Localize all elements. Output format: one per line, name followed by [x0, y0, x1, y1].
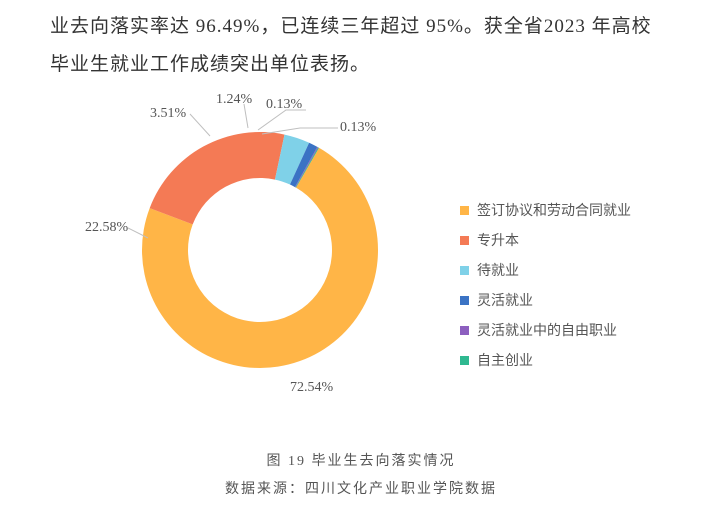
- chart-area: 72.54% 22.58% 3.51% 1.24% 0.13% 0.13% 签订…: [40, 90, 680, 420]
- legend-swatch-1: [460, 236, 469, 245]
- legend-label-1: 专升本: [477, 230, 519, 250]
- legend-label-5: 自主创业: [477, 350, 533, 370]
- legend-label-3: 灵活就业: [477, 290, 533, 310]
- legend-swatch-0: [460, 206, 469, 215]
- legend-item-1: 专升本: [460, 230, 680, 250]
- legend: 签订协议和劳动合同就业专升本待就业灵活就业灵活就业中的自由职业自主创业: [460, 200, 680, 380]
- donut-svg: [120, 110, 400, 390]
- legend-swatch-4: [460, 326, 469, 335]
- legend-item-0: 签订协议和劳动合同就业: [460, 200, 680, 220]
- figure-source: 数据来源：四川文化产业职业学院数据: [0, 478, 722, 498]
- legend-swatch-5: [460, 356, 469, 365]
- legend-swatch-2: [460, 266, 469, 275]
- legend-item-2: 待就业: [460, 260, 680, 280]
- body-paragraph: 业去向落实率达 96.49%，已连续三年超过 95%。获全省2023 年高校毕业…: [50, 8, 670, 84]
- legend-swatch-3: [460, 296, 469, 305]
- legend-item-4: 灵活就业中的自由职业: [460, 320, 680, 340]
- donut-slice-1: [150, 132, 285, 224]
- slice-pct-3: 1.24%: [216, 92, 252, 108]
- donut-chart: [120, 110, 400, 390]
- legend-label-2: 待就业: [477, 260, 519, 280]
- legend-item-3: 灵活就业: [460, 290, 680, 310]
- legend-label-0: 签订协议和劳动合同就业: [477, 200, 631, 220]
- legend-label-4: 灵活就业中的自由职业: [477, 320, 617, 340]
- page: 业去向落实率达 96.49%，已连续三年超过 95%。获全省2023 年高校毕业…: [0, 0, 722, 524]
- legend-item-5: 自主创业: [460, 350, 680, 370]
- figure-caption: 图 19 毕业生去向落实情况: [0, 450, 722, 470]
